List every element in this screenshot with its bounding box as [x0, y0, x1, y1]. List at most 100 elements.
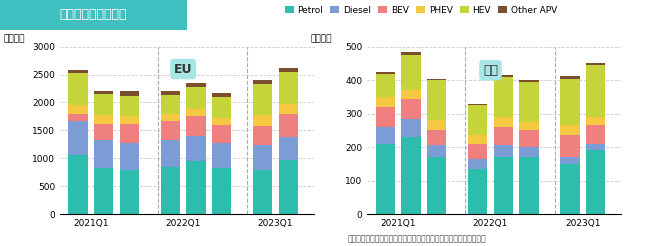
Bar [94, 168, 114, 214]
Bar [519, 82, 538, 122]
Bar [586, 125, 605, 144]
Bar [468, 159, 487, 169]
Bar [120, 143, 139, 170]
Bar [279, 137, 298, 160]
Bar [401, 119, 421, 137]
Bar [186, 136, 206, 161]
Bar [494, 145, 513, 157]
Bar [94, 115, 114, 124]
Bar [494, 127, 513, 145]
Text: 英国: 英国 [483, 64, 498, 77]
Bar [560, 76, 580, 78]
Bar [120, 116, 139, 124]
Bar [494, 117, 513, 127]
Bar [519, 130, 538, 147]
Bar [253, 170, 273, 214]
FancyBboxPatch shape [0, 0, 196, 31]
Bar [186, 83, 206, 87]
Bar [401, 137, 421, 214]
Bar [519, 157, 538, 214]
Bar [68, 155, 88, 214]
Bar [468, 144, 487, 159]
Bar [161, 122, 180, 140]
Bar [375, 107, 395, 127]
Y-axis label: （千台）: （千台） [311, 34, 333, 43]
Bar [68, 121, 88, 155]
Text: （出所：欧州自動車工業会より住友商事グローバルリサーチ作成）: （出所：欧州自動車工業会より住友商事グローバルリサーチ作成） [347, 234, 486, 244]
Bar [94, 124, 114, 140]
Bar [401, 90, 421, 99]
Bar [68, 105, 88, 114]
Bar [560, 164, 580, 214]
Bar [427, 120, 446, 130]
Bar [94, 140, 114, 168]
Bar [519, 147, 538, 157]
Bar [560, 125, 580, 135]
Bar [375, 97, 395, 107]
Bar [427, 130, 446, 145]
Bar [212, 93, 231, 97]
Bar [120, 95, 139, 116]
Bar [494, 157, 513, 214]
Bar [120, 91, 139, 95]
Bar [279, 160, 298, 214]
Bar [161, 140, 180, 167]
Bar [468, 135, 487, 144]
Legend: Petrol, Diesel, BEV, PHEV, HEV, Other APV: Petrol, Diesel, BEV, PHEV, HEV, Other AP… [281, 2, 560, 18]
Bar [186, 161, 206, 214]
Bar [586, 117, 605, 125]
Bar [375, 72, 395, 74]
Bar [253, 115, 273, 126]
Bar [375, 144, 395, 214]
Bar [186, 87, 206, 109]
Bar [253, 80, 273, 84]
Bar [253, 145, 273, 170]
Bar [279, 114, 298, 137]
Bar [279, 72, 298, 105]
Bar [560, 78, 580, 125]
Bar [212, 118, 231, 125]
Bar [560, 135, 580, 157]
Bar [68, 114, 88, 121]
Bar [161, 95, 180, 114]
Bar [279, 68, 298, 72]
Bar [560, 157, 580, 164]
Bar [375, 74, 395, 97]
Bar [212, 143, 231, 168]
Bar [94, 94, 114, 115]
Bar [401, 99, 421, 119]
Bar [279, 105, 298, 114]
Bar [586, 63, 605, 65]
Bar [120, 170, 139, 214]
Text: EU: EU [174, 62, 192, 76]
Bar [427, 145, 446, 157]
Y-axis label: （千台）: （千台） [4, 34, 25, 43]
Bar [427, 157, 446, 214]
Bar [186, 109, 206, 116]
Bar [494, 75, 513, 77]
Bar [186, 116, 206, 136]
Bar [94, 91, 114, 94]
Bar [375, 127, 395, 144]
Bar [494, 77, 513, 117]
Bar [120, 124, 139, 143]
Bar [212, 168, 231, 214]
Bar [253, 84, 273, 115]
Bar [427, 80, 446, 120]
Bar [468, 104, 487, 105]
Bar [253, 126, 273, 145]
Bar [212, 125, 231, 143]
Bar [161, 91, 180, 95]
Bar [161, 114, 180, 122]
Bar [427, 78, 446, 80]
Text: 燃料別新規登録台数: 燃料別新規登録台数 [59, 8, 128, 21]
Bar [519, 80, 538, 82]
Bar [586, 151, 605, 214]
Bar [68, 73, 88, 105]
Bar [468, 169, 487, 214]
Bar [519, 122, 538, 130]
Bar [468, 105, 487, 135]
Bar [586, 144, 605, 151]
Bar [161, 167, 180, 214]
Bar [68, 70, 88, 73]
